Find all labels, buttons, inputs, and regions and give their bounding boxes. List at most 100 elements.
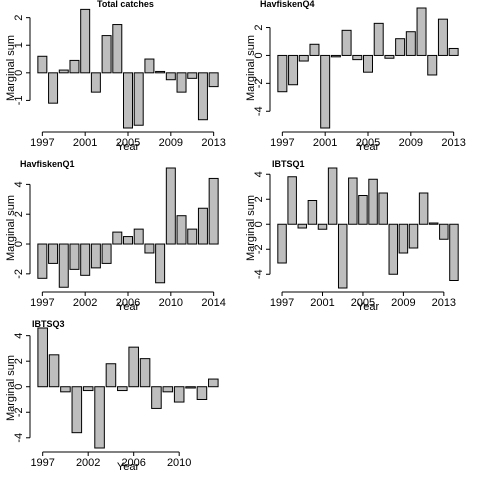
bar: [307, 200, 318, 225]
bar: [373, 22, 384, 56]
x-tick-label: 2014: [201, 297, 225, 309]
bar: [123, 236, 133, 245]
x-tick-label: 2006: [121, 457, 145, 469]
bar: [144, 58, 155, 74]
bar: [427, 54, 438, 76]
y-tick-label: -4: [253, 106, 265, 116]
y-tick-label: 0: [253, 221, 265, 227]
bar: [176, 72, 187, 93]
x-axis-label: Year: [357, 141, 380, 153]
bar: [151, 386, 162, 409]
bar: [165, 167, 176, 245]
bar: [101, 35, 112, 74]
bar: [48, 354, 60, 388]
bar: [197, 72, 208, 121]
bar: [112, 24, 123, 74]
bar: [69, 59, 80, 74]
bar: [48, 243, 59, 264]
bar: [37, 327, 48, 388]
bar: [58, 69, 69, 74]
bar: [128, 346, 139, 388]
bar: [437, 18, 448, 56]
bar: [101, 243, 112, 264]
x-tick-label: 2009: [159, 137, 183, 149]
bar: [139, 358, 151, 388]
bar: [358, 195, 368, 225]
bar: [105, 363, 117, 388]
bar: [327, 167, 338, 225]
bar: [208, 177, 219, 245]
y-tick-label: 1: [13, 42, 25, 48]
bar: [48, 72, 59, 104]
bar: [384, 54, 395, 59]
x-axis-label: Year: [357, 301, 380, 313]
bar: [309, 43, 320, 56]
y-tick-label: 4: [253, 171, 265, 177]
bar: [82, 386, 94, 392]
y-axis-label: Marginal sum: [245, 35, 257, 101]
bar: [187, 228, 198, 245]
x-tick-label: 2010: [167, 457, 191, 469]
bar: [71, 386, 83, 434]
y-tick-label: 4: [13, 333, 25, 339]
x-tick-label: 2010: [159, 297, 183, 309]
bar: [208, 378, 219, 388]
x-tick-label: 2013: [201, 137, 225, 149]
chart-title: HavfiskenQ4: [260, 0, 315, 9]
bar: [94, 386, 105, 449]
bar: [388, 223, 399, 275]
x-tick-label: 1997: [270, 297, 294, 309]
chart-title: IBTSQ3: [32, 319, 65, 329]
bar: [320, 54, 331, 129]
chart-title: HavfiskenQ1: [20, 159, 75, 169]
bar: [176, 215, 187, 245]
x-tick-label: 2005: [116, 137, 140, 149]
bar: [69, 243, 80, 270]
x-tick-label: 2001: [310, 297, 334, 309]
bar: [133, 228, 144, 245]
bar: [428, 222, 439, 225]
bar: [37, 55, 48, 74]
bar: [37, 243, 48, 279]
y-tick-label: -2: [13, 407, 25, 417]
bar: [368, 178, 378, 225]
x-tick-label: 2002: [76, 457, 100, 469]
bar: [363, 54, 373, 73]
y-tick-label: 2: [253, 24, 265, 30]
x-tick-label: 2005: [351, 297, 375, 309]
bar: [117, 386, 128, 392]
bar: [90, 243, 101, 269]
y-axis-label: Marginal sum: [5, 35, 17, 101]
bar: [123, 72, 133, 129]
y-tick-label: -2: [253, 78, 265, 88]
bar: [287, 176, 297, 225]
bar: [416, 7, 427, 56]
y-axis-label: Marginal sum: [5, 355, 17, 421]
bar: [277, 223, 287, 264]
x-tick-label: 2001: [313, 137, 337, 149]
y-tick-label: 2: [13, 358, 25, 364]
bar: [208, 72, 219, 88]
bar: [395, 38, 406, 56]
bar: [173, 386, 185, 403]
y-tick-label: 0: [13, 241, 25, 247]
bar: [58, 243, 69, 288]
bar: [341, 29, 352, 56]
bar: [405, 31, 416, 56]
bar: [418, 192, 429, 225]
bar: [165, 72, 176, 81]
x-axis-label: Year: [117, 141, 140, 153]
x-tick-label: 1997: [30, 297, 54, 309]
bar: [449, 223, 459, 281]
bar: [197, 207, 208, 245]
y-tick-label: -2: [13, 269, 25, 279]
bar: [348, 177, 358, 225]
y-tick-label: 2: [13, 15, 25, 21]
bar: [90, 72, 101, 93]
bar: [133, 72, 144, 126]
y-tick-label: -1: [13, 96, 25, 106]
bar: [439, 223, 449, 240]
x-tick-label: 1997: [30, 457, 54, 469]
bar: [337, 223, 348, 289]
